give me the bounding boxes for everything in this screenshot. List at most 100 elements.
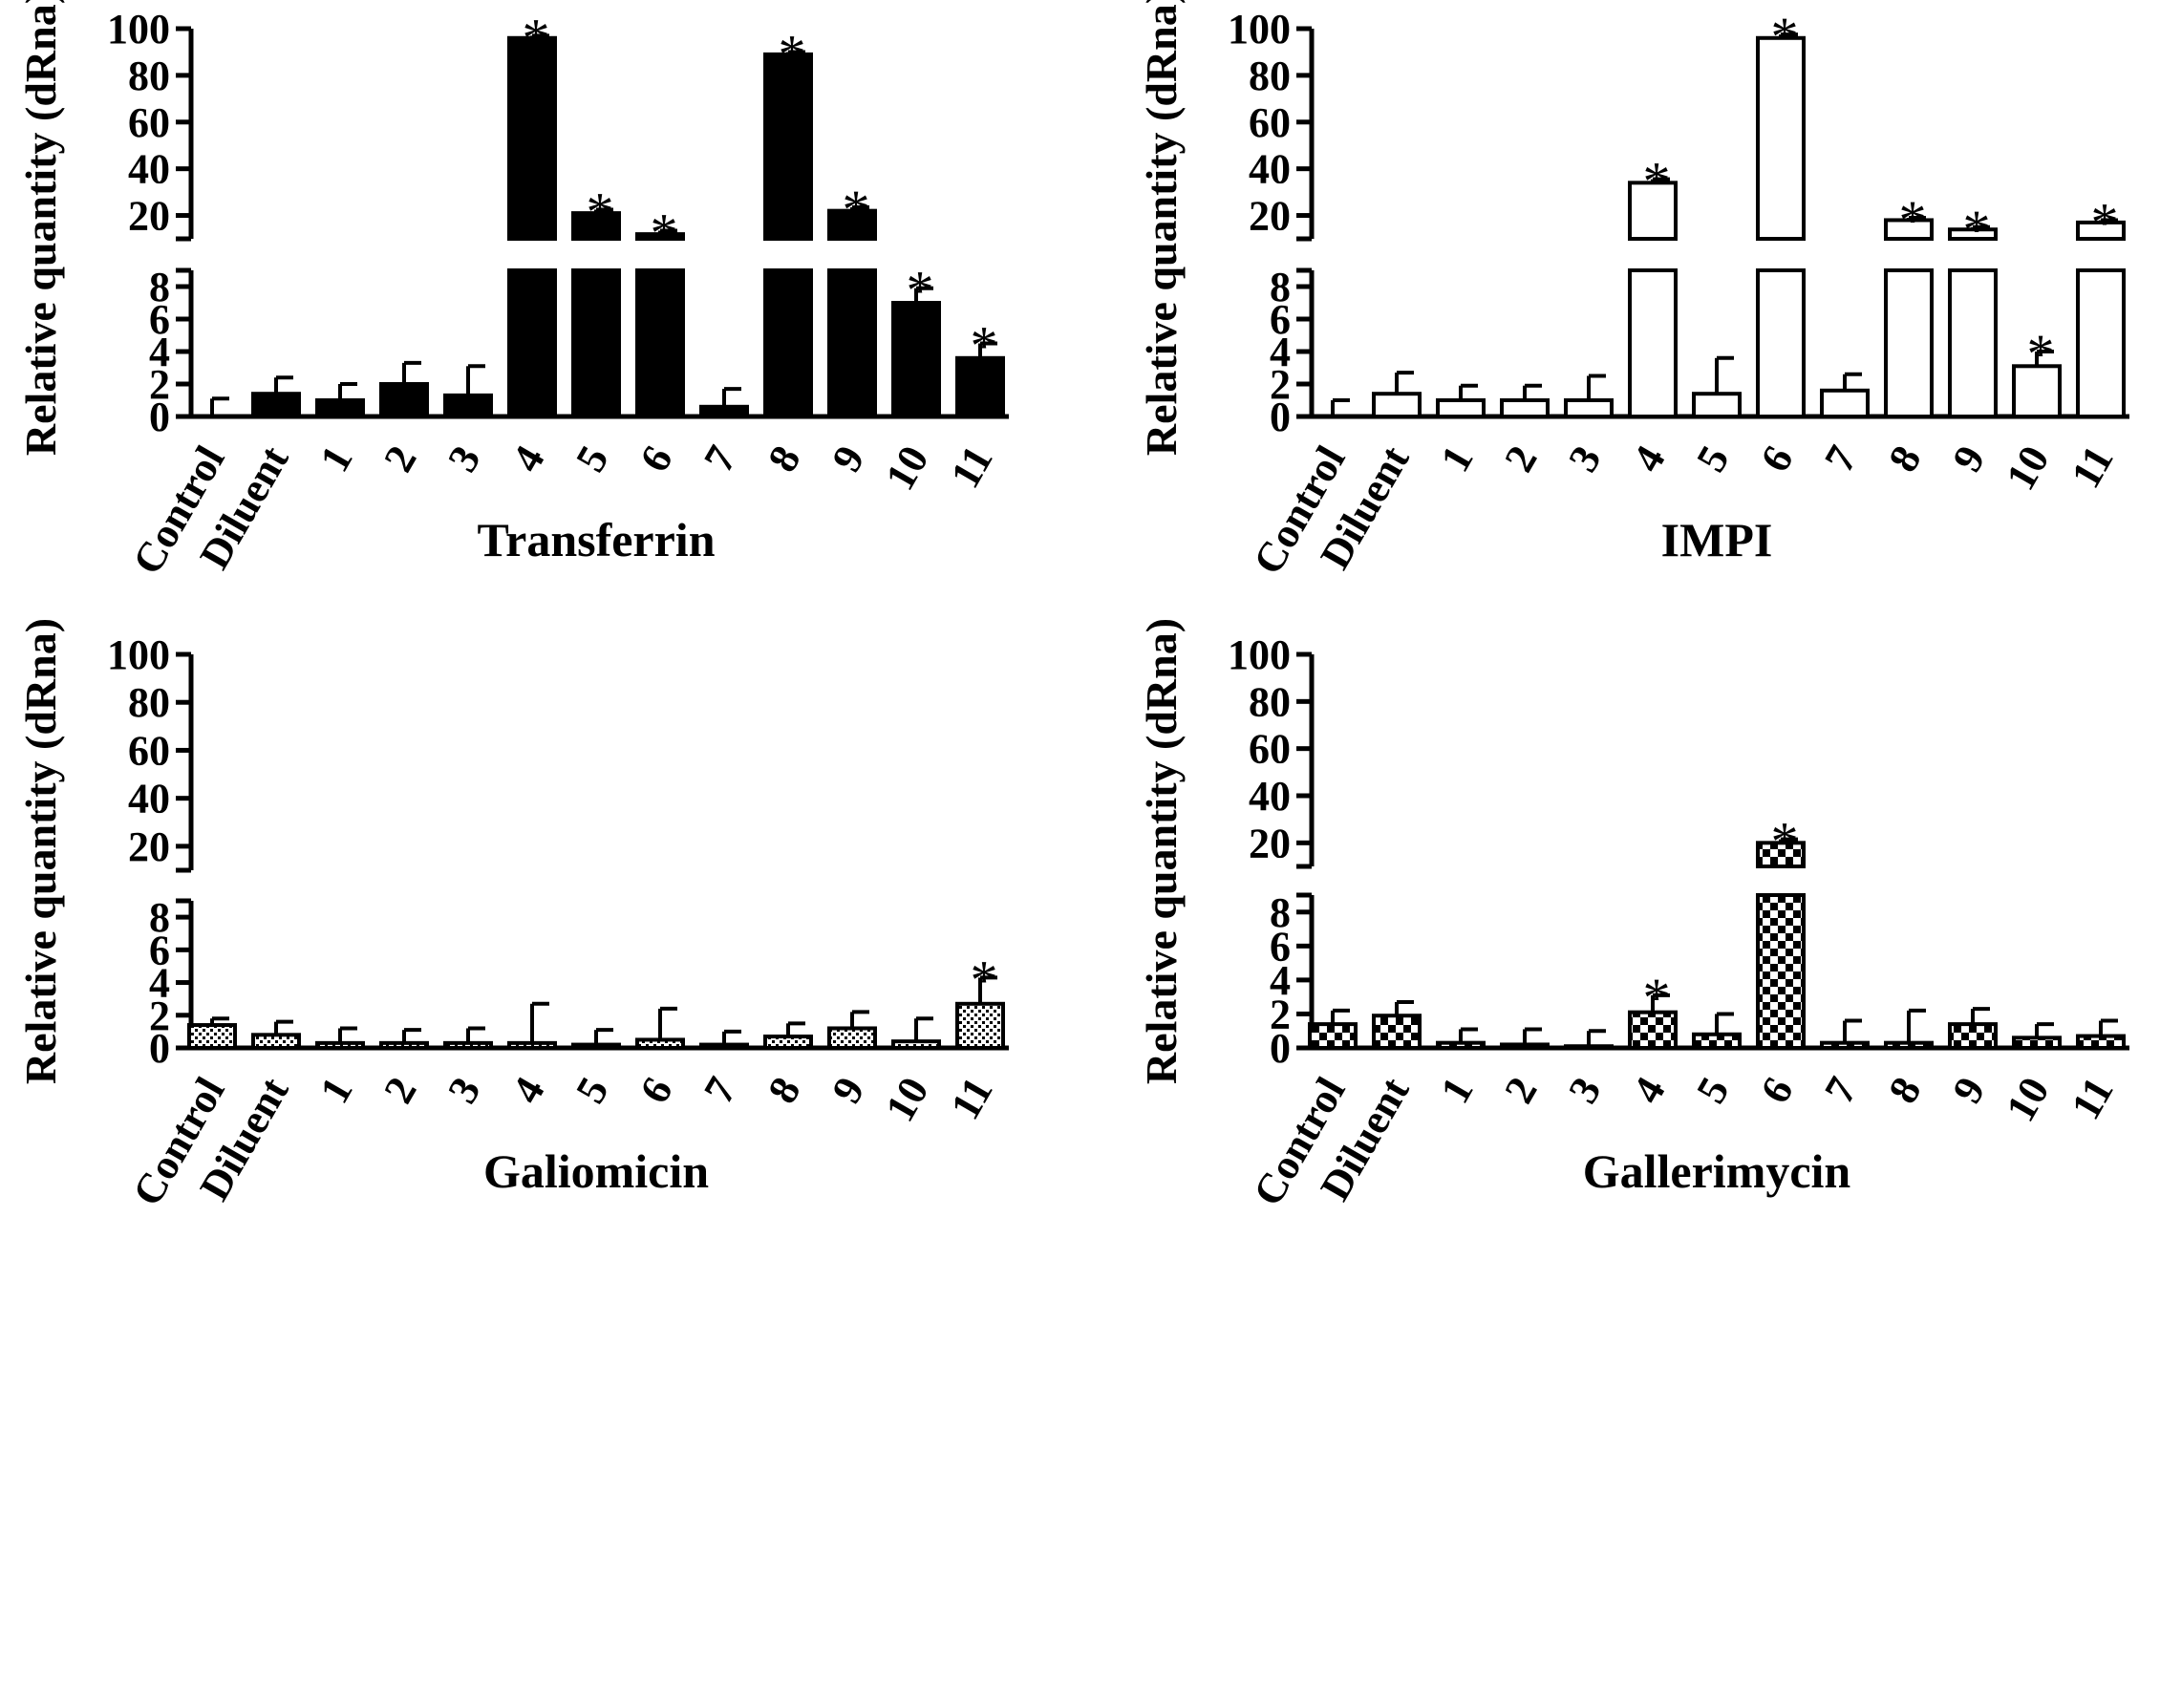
bar <box>827 1026 877 1051</box>
x-tick-label: 7 <box>695 438 745 480</box>
significance-star: * <box>523 7 550 69</box>
significance-star: * <box>971 315 998 377</box>
x-tick-label: 11 <box>2062 438 2122 497</box>
bar <box>1756 268 1806 418</box>
y-tick-label-upper: 80 <box>1249 678 1291 725</box>
x-tick-label: 2 <box>374 1070 425 1112</box>
x-tick-label: 6 <box>631 1070 681 1112</box>
x-tick-label: 8 <box>1879 1070 1930 1112</box>
y-tick-label-lower: 4 <box>149 960 170 1007</box>
y-tick-label-lower: 8 <box>1270 264 1291 310</box>
x-tick-label: 8 <box>759 1070 809 1112</box>
y-tick-label-lower: 0 <box>149 1025 170 1072</box>
y-tick-label-upper: 40 <box>128 776 170 822</box>
y-axis-title: Relative quantity (dRna) <box>16 618 65 1084</box>
significance-star: * <box>907 260 934 322</box>
y-tick-label-upper: 20 <box>128 193 170 240</box>
x-tick-label: 5 <box>1687 438 1738 480</box>
x-tick-label: 4 <box>503 1070 553 1112</box>
bar <box>1564 398 1614 418</box>
bar <box>827 268 877 418</box>
y-tick-label-lower: 2 <box>1270 361 1291 408</box>
x-tick-label: 10 <box>1997 438 2058 499</box>
x-tick-label: 8 <box>759 438 809 480</box>
x-tick-label: 6 <box>1751 438 1802 480</box>
bar <box>1820 388 1870 418</box>
significance-star: * <box>1643 151 1671 213</box>
y-tick-label-lower: 6 <box>149 927 170 973</box>
y-tick-label-lower: 0 <box>149 394 170 440</box>
x-tick-label: 9 <box>823 438 873 480</box>
y-tick-label-upper: 40 <box>1249 773 1291 820</box>
x-tick-label: 1 <box>310 1070 361 1112</box>
bar <box>1692 392 1742 419</box>
bar <box>507 268 557 418</box>
x-tick-label: 11 <box>941 438 1001 497</box>
y-tick-label-lower: 0 <box>1270 394 1291 440</box>
y-tick-label-lower: 0 <box>1270 1025 1291 1072</box>
x-tick-label: 9 <box>823 1070 873 1112</box>
y-tick-label-lower: 2 <box>149 993 170 1039</box>
y-tick-label-lower: 8 <box>149 264 170 310</box>
bar <box>955 1001 1005 1050</box>
chart-title: Gallerimycin <box>1583 1144 1851 1198</box>
bar <box>1372 392 1422 419</box>
x-tick-label: 10 <box>876 1070 937 1130</box>
significance-star: * <box>1771 6 1799 68</box>
bar <box>2012 364 2062 418</box>
x-tick-label: 4 <box>1623 1070 1674 1112</box>
bar <box>763 1035 813 1050</box>
bar <box>1308 1022 1358 1051</box>
bar <box>315 398 365 418</box>
x-tick-label: 7 <box>695 1070 745 1112</box>
bar <box>1628 268 1678 418</box>
bar <box>1692 1032 1742 1050</box>
bar <box>1372 1014 1422 1051</box>
bar <box>443 393 493 418</box>
significance-star: * <box>2091 191 2119 253</box>
y-tick-label-upper: 100 <box>107 631 170 678</box>
bar-upper-segment <box>507 35 557 242</box>
x-tick-label: 4 <box>503 438 553 480</box>
y-tick-label-lower: 8 <box>149 894 170 941</box>
bar-upper-segment <box>1756 35 1806 242</box>
chart-title: Galiomicin <box>483 1144 709 1198</box>
significance-star: * <box>1899 189 1927 251</box>
bar <box>2076 268 2126 418</box>
x-tick-label: 4 <box>1623 438 1674 480</box>
x-tick-label: 6 <box>1751 1070 1802 1112</box>
x-tick-label: 7 <box>1815 438 1866 480</box>
significance-star: * <box>1963 199 1991 261</box>
x-tick-label: 1 <box>1431 438 1482 480</box>
significance-star: * <box>779 23 806 85</box>
bar <box>379 1040 429 1051</box>
x-tick-label: 8 <box>1879 438 1930 480</box>
bar <box>507 1040 557 1051</box>
y-tick-label-upper: 100 <box>107 6 170 53</box>
y-tick-label-upper: 80 <box>1249 53 1291 99</box>
y-tick-label-upper: 60 <box>128 99 170 146</box>
x-tick-label: 10 <box>1997 1070 2058 1130</box>
x-tick-label: 10 <box>876 438 937 499</box>
significance-star: * <box>971 949 998 1011</box>
x-tick-label: 11 <box>941 1070 1001 1128</box>
y-tick-label-lower: 4 <box>149 329 170 375</box>
y-tick-label-lower: 2 <box>1270 991 1291 1037</box>
bar <box>955 355 1005 418</box>
bar-upper-segment <box>1628 181 1678 241</box>
y-axis-title: Relative quantity (dRna) <box>1137 0 1186 456</box>
bar <box>443 1040 493 1051</box>
y-tick-label-lower: 4 <box>1270 957 1291 1004</box>
y-tick-label-upper: 80 <box>128 679 170 726</box>
bar <box>891 1039 941 1050</box>
x-tick-label: 1 <box>310 438 361 480</box>
significance-star: * <box>651 202 678 264</box>
bar <box>1564 1044 1614 1051</box>
bar <box>635 1037 685 1051</box>
bar <box>2012 1035 2062 1051</box>
significance-star: * <box>587 181 614 243</box>
significance-star: * <box>1643 967 1671 1029</box>
